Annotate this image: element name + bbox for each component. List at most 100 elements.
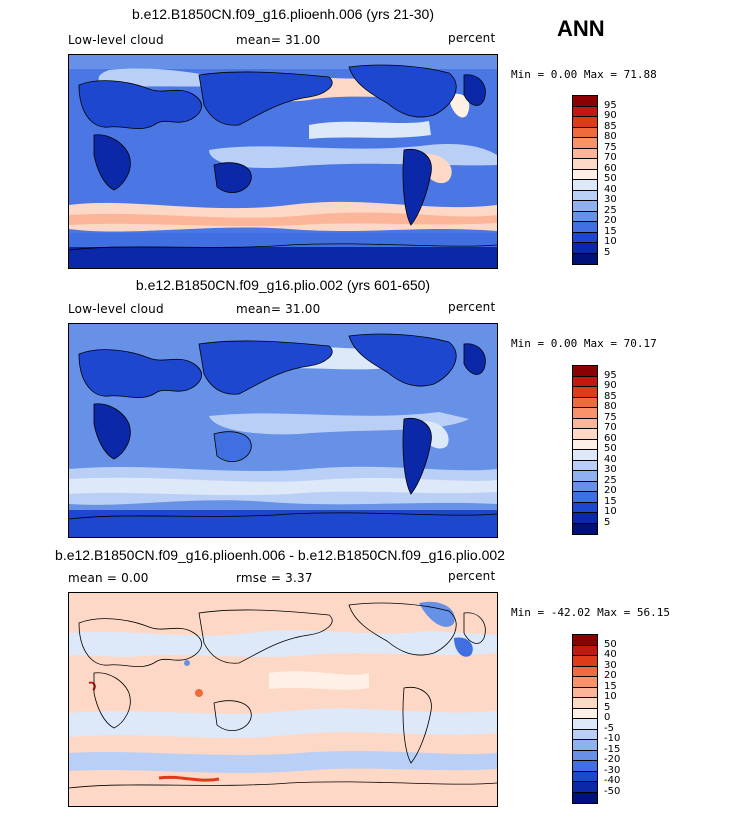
colorbar-cell	[573, 439, 597, 450]
colorbar-cell	[573, 698, 597, 709]
panel3-minmax: Min = -42.02 Max = 56.15	[511, 606, 670, 619]
colorbar-cell	[573, 523, 597, 534]
panel2-title: b.e12.B1850CN.f09_g16.plio.002 (yrs 601-…	[135, 277, 431, 293]
colorbar-tick-label: 50	[604, 443, 617, 454]
colorbar-cell	[573, 666, 597, 677]
panel1-colorbar	[572, 95, 598, 265]
colorbar-cell	[573, 190, 597, 201]
colorbar-cell	[573, 418, 597, 429]
colorbar-cell	[573, 677, 597, 688]
panel3-colorbar	[572, 634, 598, 804]
colorbar-cell	[573, 792, 597, 803]
colorbar-cell	[573, 127, 597, 138]
colorbar-cell	[573, 761, 597, 772]
colorbar-tick-label: -5	[604, 722, 614, 734]
panel1-title: b.e12.B1850CN.f09_g16.plioenh.006 (yrs 2…	[132, 6, 434, 22]
colorbar-tick-label: 85	[604, 390, 617, 402]
colorbar-tick-label: 60	[604, 432, 617, 444]
colorbar-tick-label: 20	[604, 485, 617, 496]
colorbar-tick-label: 90	[604, 110, 617, 121]
colorbar-cell	[573, 656, 597, 667]
panel2-map	[68, 323, 498, 538]
colorbar-tick-label: 50	[604, 173, 617, 184]
panel2-units-label: percent	[448, 300, 496, 314]
colorbar-cell	[573, 253, 597, 264]
panel1-map	[68, 54, 498, 269]
colorbar-cell	[573, 460, 597, 471]
colorbar-tick-label: -15	[604, 743, 621, 755]
colorbar-tick-label: 70	[604, 422, 617, 433]
colorbar-cell	[573, 376, 597, 387]
colorbar-cell	[573, 138, 597, 149]
colorbar-tick-label: 40	[604, 649, 617, 660]
panel3-title: b.e12.B1850CN.f09_g16.plioenh.006 - b.e1…	[55, 547, 505, 563]
colorbar-tick-label: 25	[604, 474, 617, 486]
season-label: ANN	[557, 16, 605, 41]
colorbar-cell	[573, 708, 597, 719]
panel3-units-label: percent	[448, 569, 496, 583]
colorbar-cell	[573, 719, 597, 730]
panel3-map-canvas	[69, 593, 497, 806]
colorbar-cell	[573, 481, 597, 492]
colorbar-cell	[573, 635, 597, 646]
colorbar-cell	[573, 782, 597, 793]
colorbar-tick-label: 90	[604, 380, 617, 391]
colorbar-cell	[573, 750, 597, 761]
colorbar-cell	[573, 408, 597, 419]
panel1-mean-label: mean= 31.00	[236, 33, 321, 47]
colorbar-tick-label: -30	[604, 764, 621, 776]
panel3-map	[68, 592, 498, 807]
colorbar-tick-label: 20	[604, 670, 617, 681]
colorbar-cell	[573, 243, 597, 254]
colorbar-cell	[573, 729, 597, 740]
panel1-map-canvas	[69, 55, 497, 268]
colorbar-cell	[573, 232, 597, 243]
colorbar-tick-label: 85	[604, 120, 617, 132]
colorbar-cell	[573, 180, 597, 191]
colorbar-cell	[573, 201, 597, 212]
colorbar-cell	[573, 429, 597, 440]
panel1-units-label: percent	[448, 31, 496, 45]
colorbar-tick-label: 75	[604, 411, 617, 423]
colorbar-cell	[573, 366, 597, 377]
colorbar-cell	[573, 492, 597, 503]
colorbar-cell	[573, 148, 597, 159]
colorbar-cell	[573, 397, 597, 408]
colorbar-cell	[573, 96, 597, 107]
panel1-colorbar-labels: 95 90 85 80 75 70 60 50 40 30 25 20 15 10 5	[604, 95, 644, 263]
colorbar-tick-label: 80	[604, 131, 617, 142]
colorbar-cell	[573, 169, 597, 180]
colorbar-tick-label: 5	[604, 701, 611, 713]
panel3-rmse-label: rmse = 3.37	[236, 571, 313, 585]
colorbar-tick-label: 40	[604, 183, 617, 195]
colorbar-tick-label: 10	[604, 691, 617, 702]
colorbar-tick-label: 40	[604, 453, 617, 465]
colorbar-tick-label: -40	[604, 775, 621, 786]
panel2-map-canvas	[69, 324, 497, 537]
panel2-colorbar-labels: 95 90 85 80 75 70 60 50 40 30 25 20 15 10 5	[604, 365, 644, 533]
colorbar-tick-label: 15	[604, 225, 617, 237]
colorbar-tick-label: 95	[604, 99, 617, 111]
colorbar-tick-label: 30	[604, 464, 617, 475]
colorbar-cell	[573, 117, 597, 128]
colorbar-tick-label: 70	[604, 152, 617, 163]
panel2-variable-label: Low-level cloud	[68, 302, 164, 316]
panel3-colorbar-labels: 50 40 30 20 15 10 5 0 -5 -10 -15 -20 -30 -40 -50	[604, 634, 644, 802]
colorbar-cell	[573, 513, 597, 524]
panel2-minmax: Min = 0.00 Max = 70.17	[511, 337, 657, 350]
panel2-colorbar	[572, 365, 598, 535]
colorbar-tick-label: 30	[604, 659, 617, 671]
colorbar-tick-label: 10	[604, 236, 617, 247]
colorbar-tick-label: 15	[604, 495, 617, 507]
colorbar-tick-label: 25	[604, 204, 617, 216]
colorbar-tick-label: 5	[604, 246, 611, 258]
colorbar-cell	[573, 502, 597, 513]
colorbar-tick-label: 15	[604, 680, 617, 692]
colorbar-tick-label: 80	[604, 401, 617, 412]
colorbar-cell	[573, 771, 597, 782]
colorbar-tick-label: 5	[604, 516, 611, 528]
colorbar-tick-label: 30	[604, 194, 617, 205]
panel1-minmax: Min = 0.00 Max = 71.88	[511, 68, 657, 81]
colorbar-cell	[573, 687, 597, 698]
colorbar-tick-label: 60	[604, 162, 617, 174]
